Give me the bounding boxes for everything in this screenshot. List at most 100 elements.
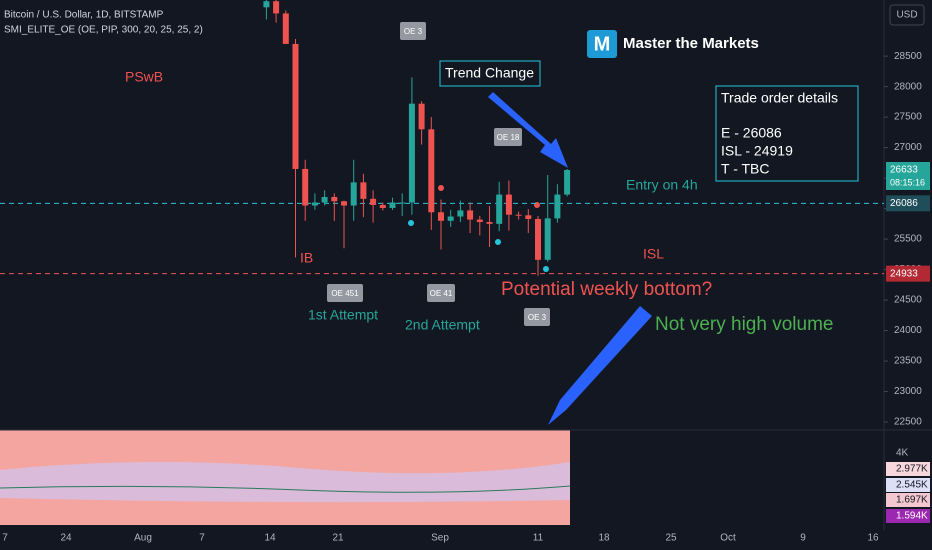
trade-line: T - TBC bbox=[721, 161, 770, 177]
candle-body bbox=[399, 202, 406, 204]
y-tick-label: 28500 bbox=[894, 51, 922, 62]
annotation: IB bbox=[300, 250, 313, 266]
annotation: ISL bbox=[643, 246, 664, 262]
oe-tag bbox=[524, 308, 550, 326]
currency[interactable]: USD bbox=[896, 10, 917, 21]
candle-body bbox=[476, 219, 483, 223]
candle-body bbox=[292, 43, 299, 169]
candle-body bbox=[263, 1, 270, 8]
x-tick-label: 7 bbox=[199, 533, 205, 544]
oe-tag bbox=[494, 128, 522, 146]
candle-body bbox=[282, 13, 289, 44]
brand-logo-letter: M bbox=[594, 33, 611, 55]
candle-body bbox=[544, 218, 551, 260]
oe-text: OE 18 bbox=[497, 133, 520, 142]
signal-dot bbox=[408, 220, 414, 226]
candle-body bbox=[515, 214, 522, 216]
price-tag bbox=[886, 265, 930, 282]
volume-tag bbox=[886, 493, 930, 507]
candle-body bbox=[447, 216, 454, 221]
x-tick-label: 25 bbox=[665, 533, 677, 544]
volume-label: 1.594K bbox=[896, 511, 928, 522]
trade-title: Trade order details bbox=[721, 90, 838, 106]
y-tick-label: 24000 bbox=[894, 325, 922, 336]
candle-body bbox=[428, 129, 435, 213]
currency-button[interactable] bbox=[889, 4, 925, 26]
trade-line: E - 26086 bbox=[721, 125, 782, 141]
x-tick-label: 18 bbox=[598, 533, 610, 544]
trend-box bbox=[439, 60, 541, 87]
candle-body bbox=[321, 197, 328, 203]
volume-label: 2.545K bbox=[896, 480, 928, 491]
signal-dot bbox=[438, 185, 444, 191]
x-tick-label: 21 bbox=[332, 533, 344, 544]
candle-body bbox=[438, 212, 444, 221]
oe-tag bbox=[327, 284, 363, 302]
candle-body bbox=[389, 202, 396, 208]
candle-body bbox=[302, 168, 309, 206]
indicator: SMI_ELITE_OE (OE, PIP, 300, 20, 25, 25, … bbox=[4, 25, 203, 36]
volume-label: 1.697K bbox=[896, 495, 928, 506]
candle-body bbox=[360, 182, 367, 199]
x-tick-label: 14 bbox=[264, 533, 276, 544]
symbol: Bitcoin / U.S. Dollar, 1D, BITSTAMP bbox=[4, 10, 164, 21]
oe-text: OE 3 bbox=[528, 313, 547, 322]
x-tick-label: 9 bbox=[800, 533, 806, 544]
candle-body bbox=[370, 198, 377, 205]
candle-body bbox=[350, 182, 357, 206]
brand: Master the Markets bbox=[623, 35, 759, 52]
oe-tag bbox=[427, 284, 455, 302]
oe-tag bbox=[400, 22, 426, 40]
candle-body bbox=[496, 194, 503, 224]
candle-body bbox=[273, 1, 280, 14]
candle-body bbox=[331, 197, 338, 202]
y-tick-label: 23500 bbox=[894, 356, 922, 367]
y-tick-label: 28000 bbox=[894, 81, 922, 92]
annotation: Trend Change bbox=[445, 65, 534, 81]
oe-labels: OE 3 OE 18 OE 451 OE 41 OE 3 bbox=[327, 22, 550, 326]
annotation: Not very high volume bbox=[655, 314, 833, 335]
y-tick-label: 27500 bbox=[894, 112, 922, 123]
annotation: 2nd Attempt bbox=[405, 317, 480, 333]
annotation: Potential weekly bottom? bbox=[501, 279, 712, 300]
candle-body bbox=[486, 222, 493, 224]
arrow bbox=[488, 92, 568, 168]
x-tick-label: Aug bbox=[134, 533, 152, 544]
candle-body bbox=[408, 103, 415, 203]
volume-tag bbox=[886, 462, 930, 476]
x-tick-label: 7 bbox=[2, 533, 8, 544]
candle-body bbox=[457, 210, 464, 217]
candle-body bbox=[554, 194, 561, 219]
brand-logo bbox=[587, 30, 617, 58]
x-tick-label: 11 bbox=[533, 533, 544, 544]
volume-label: 4K bbox=[896, 448, 909, 459]
price-tag-label: 26633 bbox=[890, 165, 918, 176]
price-tag-label: 26086 bbox=[890, 198, 918, 209]
oe-text: OE 41 bbox=[430, 289, 453, 298]
candle-body bbox=[535, 218, 541, 260]
oe-text: OE 451 bbox=[331, 289, 359, 298]
signal-dot bbox=[495, 239, 501, 245]
candle-body bbox=[379, 204, 386, 208]
arrow bbox=[548, 306, 652, 425]
y-tick-label: 23000 bbox=[894, 386, 922, 397]
trade-line: ISL - 24919 bbox=[721, 143, 793, 159]
y-tick-label: 24500 bbox=[894, 295, 922, 306]
price-tag bbox=[886, 161, 930, 190]
y-tick-label: 27000 bbox=[894, 142, 922, 153]
candle-body bbox=[505, 194, 512, 215]
countdown: 08:15:16 bbox=[890, 177, 925, 187]
annotation: PSwB bbox=[125, 69, 163, 85]
price-tag-label: 24933 bbox=[890, 268, 918, 279]
candle-body bbox=[311, 202, 318, 206]
candle-body bbox=[467, 210, 474, 220]
volume-average bbox=[0, 485, 571, 493]
candle-body bbox=[341, 201, 347, 206]
signal-dot bbox=[543, 266, 549, 272]
volume-label: 2.977K bbox=[896, 464, 928, 475]
y-tick-label: 22500 bbox=[894, 417, 922, 428]
candle-body bbox=[564, 169, 571, 195]
candle-body bbox=[418, 103, 425, 130]
x-tick-label: 16 bbox=[867, 533, 879, 544]
